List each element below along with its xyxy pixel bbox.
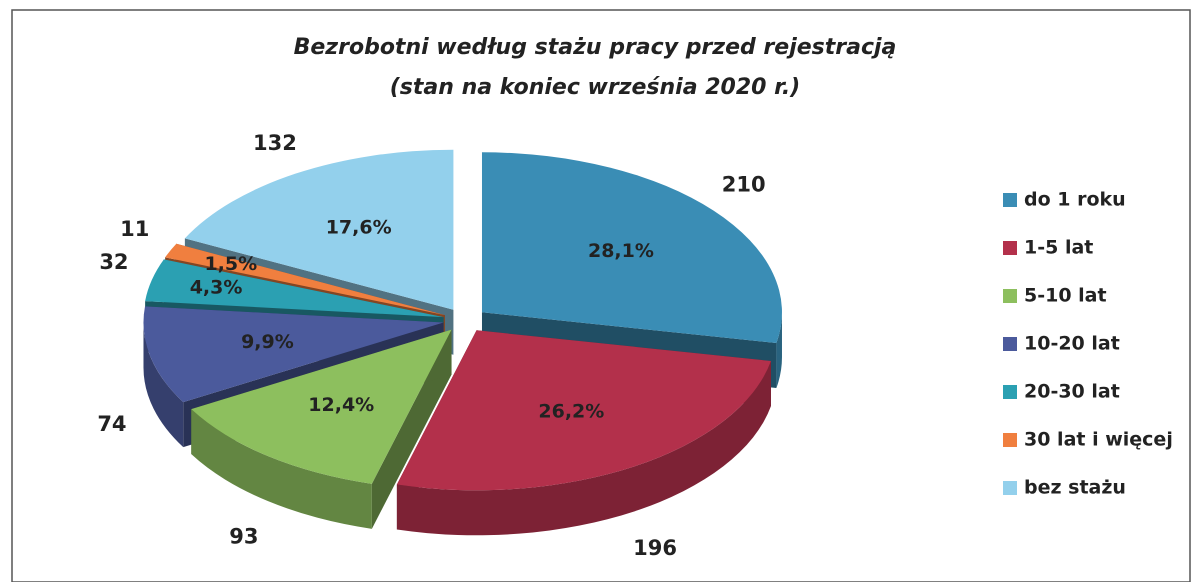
value-label: 132 bbox=[253, 131, 297, 155]
share-label: 9,9% bbox=[241, 331, 294, 353]
share-label: 26,2% bbox=[538, 400, 604, 422]
value-label: 210 bbox=[722, 172, 766, 196]
slice-side bbox=[396, 361, 771, 536]
legend-label: 10-20 lat bbox=[1024, 333, 1120, 355]
value-label: 11 bbox=[120, 217, 149, 241]
slice bbox=[143, 306, 444, 403]
share-label: 17,6% bbox=[326, 217, 392, 239]
value-label: 196 bbox=[633, 536, 677, 560]
legend-label: 30 lat i więcej bbox=[1024, 429, 1173, 451]
slice-side bbox=[143, 322, 184, 448]
slice bbox=[481, 152, 782, 344]
legend-swatch bbox=[1003, 241, 1017, 255]
slice bbox=[191, 329, 452, 484]
chart-subtitle: (stan na koniec września 2020 r.) bbox=[390, 75, 801, 100]
share-label: 28,1% bbox=[588, 240, 654, 262]
slice bbox=[145, 259, 444, 318]
legend-swatch bbox=[1003, 385, 1017, 399]
share-label: 4,3% bbox=[190, 277, 243, 299]
slice bbox=[396, 330, 771, 491]
legend-swatch bbox=[1003, 193, 1017, 207]
chart-title: Bezrobotni według stażu pracy przed reje… bbox=[294, 35, 897, 60]
value-label: 74 bbox=[97, 412, 126, 436]
legend-label: 5-10 lat bbox=[1024, 285, 1107, 307]
value-label: 32 bbox=[99, 250, 128, 274]
share-label: 12,4% bbox=[308, 394, 374, 416]
legend-swatch bbox=[1003, 289, 1017, 303]
legend-swatch bbox=[1003, 337, 1017, 351]
value-label: 93 bbox=[229, 524, 258, 548]
slice-side bbox=[776, 312, 782, 389]
legend-label: bez stażu bbox=[1024, 477, 1126, 499]
legend-label: 20-30 lat bbox=[1024, 381, 1120, 403]
share-label: 1,5% bbox=[204, 253, 257, 275]
legend-swatch bbox=[1003, 481, 1017, 495]
slice bbox=[184, 149, 454, 310]
legend-label: 1-5 lat bbox=[1024, 237, 1093, 259]
legend-swatch bbox=[1003, 433, 1017, 447]
legend-label: do 1 roku bbox=[1024, 189, 1126, 211]
slice-side bbox=[191, 409, 372, 529]
slice bbox=[165, 243, 445, 316]
